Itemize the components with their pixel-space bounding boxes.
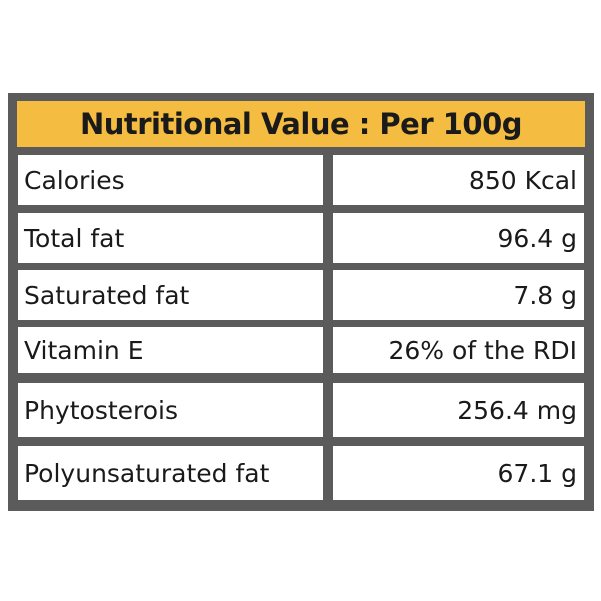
nutrient-value: 850 Kcal	[333, 155, 584, 205]
nutrient-value: 67.1 g	[333, 446, 584, 500]
nutrient-value: 256.4 mg	[333, 383, 584, 437]
nutrient-name: Phytosterois	[18, 383, 323, 437]
nutrient-value: 96.4 g	[333, 213, 584, 263]
table-header: Nutritional Value : Per 100g	[17, 101, 585, 147]
nutrient-name: Total fat	[18, 213, 323, 263]
nutrient-name: Calories	[18, 155, 323, 205]
nutrient-name: Polyunsaturated fat	[18, 446, 323, 500]
nutrient-name: Saturated fat	[18, 270, 323, 320]
nutrient-value: 7.8 g	[333, 270, 584, 320]
nutrient-value: 26% of the RDI	[333, 327, 584, 373]
nutrient-name: Vitamin E	[18, 327, 323, 373]
